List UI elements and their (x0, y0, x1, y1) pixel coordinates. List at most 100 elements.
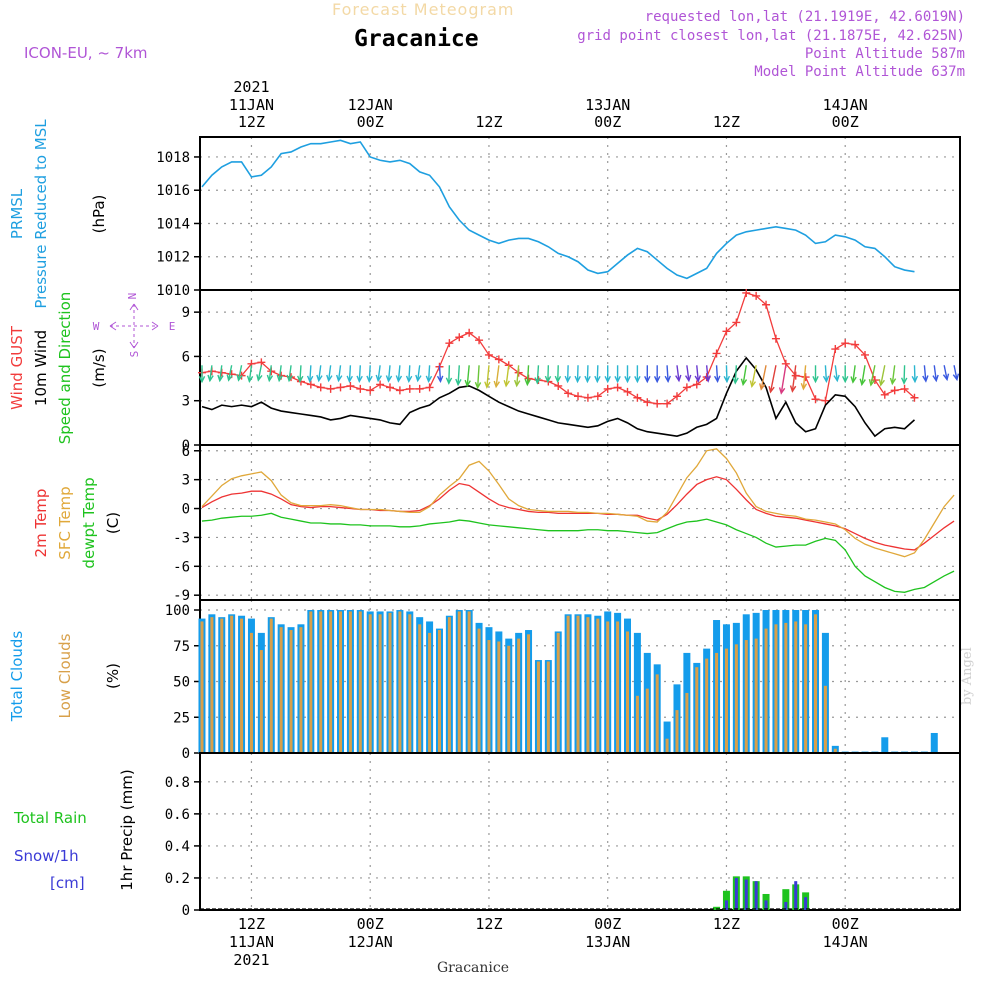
gust-marker (861, 350, 869, 359)
low-cloud-bar (794, 621, 798, 753)
wind-arrow-head (574, 375, 581, 384)
top-date-label: 14JAN (823, 96, 868, 114)
wind-direction-arrow (614, 365, 621, 384)
gust-marker (376, 380, 385, 389)
gust-marker (445, 339, 454, 348)
low-cloud-bar (556, 632, 560, 753)
wind-arrow-head (554, 375, 562, 384)
wind-arrow-shaft (457, 365, 460, 385)
wind-arrow-head (932, 374, 939, 383)
wind-direction-arrow (634, 365, 641, 384)
wind-arrow-shaft (923, 365, 927, 382)
wind-arrow-shaft (476, 365, 480, 388)
bottom-time-label: 12Z (475, 915, 502, 933)
gust-marker (475, 336, 484, 345)
gust-marker (633, 393, 642, 402)
snow-bar (754, 881, 758, 910)
bottom-year-label: 2021 (233, 951, 269, 969)
wind-direction-arrow (822, 365, 830, 384)
y-axis-label-precip: 1hr Precip (mm) (118, 769, 136, 890)
wind-arrow-shaft (486, 365, 490, 388)
wind-arrow-shaft (861, 365, 866, 385)
wind-arrow-head (694, 375, 702, 383)
low-cloud-bar (230, 615, 234, 753)
low-cloud-bar (804, 624, 808, 753)
gust-marker (554, 381, 563, 390)
total-cloud-bar (633, 632, 641, 753)
gust-marker (880, 390, 889, 399)
wind-arrow-head (833, 374, 840, 383)
wind-direction-arrow (464, 365, 471, 388)
wind-direction-arrow (664, 365, 671, 384)
gust-marker (771, 334, 780, 343)
wind-direction-arrow (405, 365, 413, 384)
wind-direction-arrow (207, 365, 214, 383)
wind-arrow-shaft (505, 365, 510, 387)
watermark: by Angel (960, 647, 975, 705)
low-cloud-bar (517, 638, 521, 753)
wind-arrow-shaft (268, 365, 272, 381)
wind-arrow-shaft (397, 365, 401, 382)
wind-arrow-shaft (318, 365, 322, 381)
wind-arrow-head (759, 383, 766, 391)
gust-marker (484, 350, 493, 359)
bottom-time-label: 00Z (357, 915, 384, 933)
wind-arrow-head (415, 374, 422, 383)
gust-marker (386, 383, 394, 392)
panel-pressure: 1010 1012 1014 1016 1018 (156, 136, 961, 299)
wind-direction-arrow (455, 365, 462, 387)
low-cloud-bar (734, 644, 738, 753)
wind-arrow-shaft (751, 365, 757, 387)
panel-clouds: 0 25 50 75 100 (165, 599, 961, 762)
wind-arrow-head (664, 375, 671, 384)
wind-arrow-shaft (209, 365, 213, 381)
wind-arrow-shaft (299, 365, 302, 382)
wind-arrow-shaft (337, 365, 342, 381)
snow-bar (734, 877, 738, 910)
wind-direction-arrow (375, 365, 382, 383)
top-date-label: 12JAN (348, 96, 393, 114)
bottom-time-label: 12Z (713, 915, 740, 933)
top-date-label: 13JAN (585, 96, 630, 114)
wind-arrow-head (316, 374, 323, 383)
wind-arrow-shaft (248, 365, 253, 382)
wind-arrow-shaft (536, 365, 540, 384)
model-label: ICON-EU, ~ 7km (24, 44, 148, 62)
wind-arrow-head (455, 378, 462, 387)
wind-arrow-shaft (547, 365, 550, 382)
wind-arrow-shaft (576, 365, 579, 382)
gust-marker (613, 383, 622, 392)
low-cloud-bar (388, 612, 392, 753)
wind-arrow-shaft (760, 365, 767, 390)
wind-arrow-shaft (408, 365, 411, 382)
temp-line-1 (201, 448, 955, 558)
y-tick-label: 50 (173, 675, 190, 691)
y-tick-label: 0 (182, 746, 190, 762)
wind-direction-arrow (922, 365, 929, 383)
bottom-date-label: 11JAN (229, 933, 274, 951)
wind-arrow-shaft (780, 365, 787, 394)
wind-direction-arrow (436, 365, 444, 384)
low-cloud-bar (240, 618, 244, 753)
gust-marker (910, 393, 919, 402)
low-cloud-bar (418, 624, 422, 753)
low-cloud-bar (626, 631, 629, 753)
wind-arrow-head (335, 374, 343, 383)
compass-north: N (126, 293, 139, 300)
wind-direction-arrow (911, 365, 919, 384)
wind-arrow-head (614, 375, 621, 384)
grid-point-coords: grid point closest lon,lat (21.1875E, 42… (577, 28, 965, 44)
low-cloud-bar (457, 611, 461, 753)
wind-arrow-head (584, 375, 591, 384)
wind-arrow-shaft (715, 365, 719, 382)
bottom-time-label: 00Z (832, 915, 859, 933)
y-axis-label-pressure: (hPa) (90, 195, 108, 234)
wind-direction-arrow (366, 365, 373, 384)
temp-line-2 (201, 512, 955, 593)
gust-marker (405, 384, 414, 393)
low-cloud-bar (279, 627, 283, 753)
wind-arrow-shaft (358, 365, 362, 382)
wind-arrow-shaft (686, 365, 690, 381)
bottom-time-label: 12Z (238, 915, 265, 933)
wind-arrow-head (513, 379, 521, 388)
